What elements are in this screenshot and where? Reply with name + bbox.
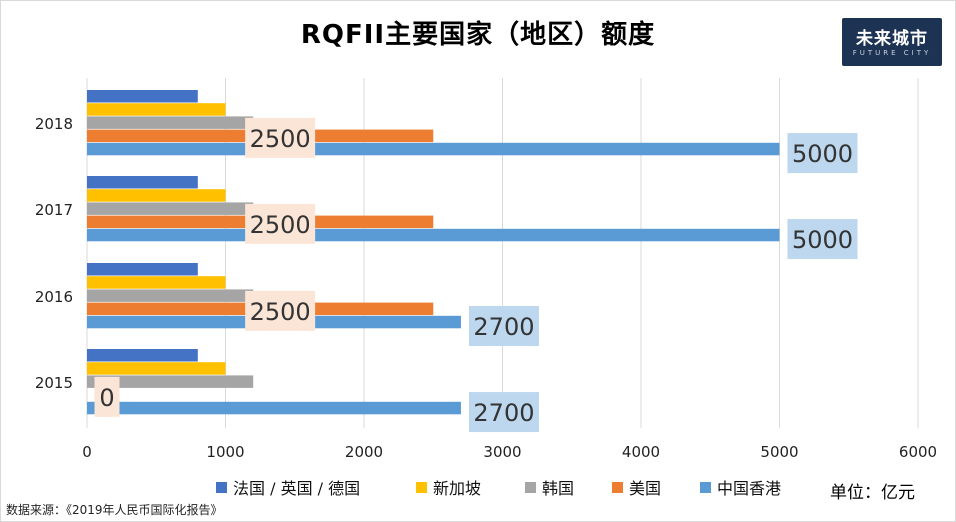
data-label: 2700 bbox=[473, 399, 534, 427]
y-category-label: 2016 bbox=[35, 288, 73, 306]
y-category-label: 2018 bbox=[35, 115, 73, 133]
bar bbox=[87, 401, 461, 415]
bar bbox=[87, 362, 226, 375]
bar bbox=[87, 90, 198, 103]
legend-label: 韩国 bbox=[542, 479, 574, 498]
bar bbox=[87, 263, 198, 276]
bar bbox=[87, 116, 254, 129]
unit-label: 单位：亿元 bbox=[830, 483, 915, 503]
data-label-box bbox=[468, 306, 539, 347]
legend-label: 新加坡 bbox=[433, 479, 481, 498]
legend-swatch bbox=[525, 482, 536, 493]
x-tick-label: 4000 bbox=[622, 443, 660, 461]
legend-label: 法国 / 英国 / 德国 bbox=[233, 479, 360, 498]
bar bbox=[87, 276, 226, 289]
legend-swatch bbox=[216, 482, 227, 493]
bar bbox=[87, 349, 198, 362]
data-label-box bbox=[468, 392, 539, 433]
source-note: 数据来源：《2019年人民币国际化报告》 bbox=[6, 503, 223, 517]
bar bbox=[87, 289, 254, 302]
data-label-box bbox=[245, 117, 316, 158]
x-tick-label: 1000 bbox=[206, 443, 244, 461]
data-label: 5000 bbox=[792, 140, 853, 168]
bar bbox=[87, 375, 254, 388]
bar bbox=[87, 103, 226, 116]
y-category-label: 2015 bbox=[35, 374, 73, 392]
legend-swatch bbox=[612, 482, 623, 493]
data-label: 2500 bbox=[250, 298, 311, 326]
legend-label: 美国 bbox=[629, 479, 661, 498]
y-category-label: 2017 bbox=[35, 201, 73, 219]
data-label-box bbox=[787, 219, 858, 260]
data-label-box bbox=[787, 133, 858, 174]
bar bbox=[87, 189, 226, 202]
data-label: 5000 bbox=[792, 226, 853, 254]
data-label: 2500 bbox=[250, 125, 311, 153]
legend-label: 中国香港 bbox=[717, 479, 781, 498]
legend-swatch bbox=[700, 482, 711, 493]
brand-logo: 未来城市 FUTURE CITY bbox=[842, 18, 942, 66]
x-tick-label: 3000 bbox=[483, 443, 521, 461]
x-tick-label: 2000 bbox=[345, 443, 383, 461]
chart-title: RQFII主要国家（地区）额度 bbox=[300, 20, 656, 50]
data-label: 0 bbox=[99, 384, 114, 412]
bar bbox=[87, 228, 780, 242]
data-label: 2700 bbox=[473, 313, 534, 341]
bar bbox=[87, 176, 198, 189]
x-tick-label: 6000 bbox=[899, 443, 937, 461]
legend-swatch bbox=[416, 482, 427, 493]
x-tick-label: 5000 bbox=[760, 443, 798, 461]
data-label-box bbox=[245, 203, 316, 244]
data-label-box bbox=[245, 290, 316, 331]
data-label-box bbox=[94, 376, 120, 417]
logo-subtext: FUTURE CITY bbox=[852, 49, 932, 57]
logo-text: 未来城市 bbox=[856, 29, 928, 49]
bar bbox=[87, 202, 254, 215]
bar bbox=[87, 142, 780, 156]
x-tick-label: 0 bbox=[82, 443, 92, 461]
data-label: 2500 bbox=[250, 211, 311, 239]
